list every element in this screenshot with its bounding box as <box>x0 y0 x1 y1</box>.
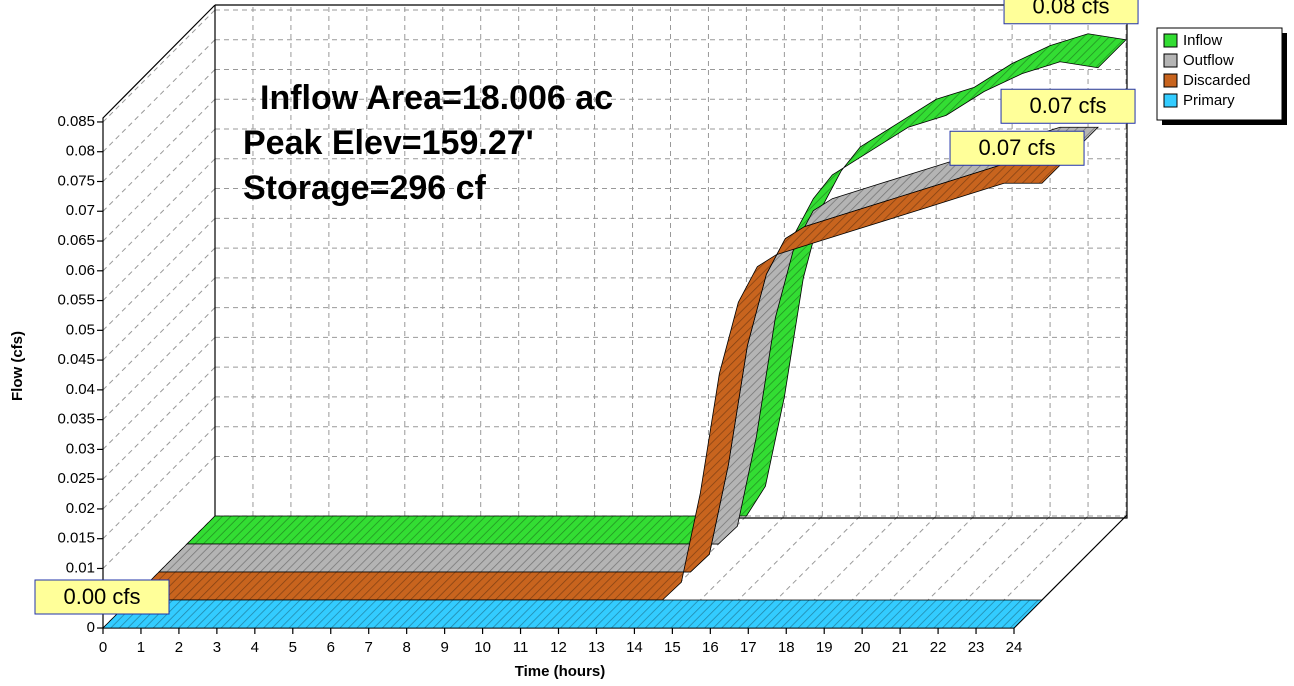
x-tick-label: 3 <box>213 639 221 656</box>
legend-swatch <box>1163 33 1178 48</box>
peak-labels: 0.08 cfs 0.07 cfs 0.07 cfs 0.00 cfs <box>34 0 1139 615</box>
y-tick-label: 0.05 <box>66 321 95 338</box>
x-tick-label: 4 <box>251 639 259 656</box>
y-tick-label: 0.02 <box>66 500 95 517</box>
y-tick-label: 0.015 <box>57 530 95 547</box>
x-tick-label: 15 <box>664 639 681 656</box>
x-tick-label: 2 <box>175 639 183 656</box>
x-tick-label: 21 <box>892 639 909 656</box>
legend-label: Inflow <box>1183 32 1222 49</box>
y-tick-label: 0 <box>87 619 95 636</box>
peak-label: 0.00 cfs <box>63 584 140 609</box>
grid-line <box>102 247 216 361</box>
legend-label: Primary <box>1183 92 1235 109</box>
annotation: Peak Elev=159.27' <box>243 124 534 162</box>
grid-line <box>102 426 216 540</box>
legend-label: Outflow <box>1183 52 1234 69</box>
ribbon-hatch <box>103 600 1042 628</box>
back-wall <box>214 4 1128 519</box>
x-tick-label: 13 <box>588 639 605 656</box>
y-tick-label: 0.025 <box>57 470 95 487</box>
grid-line <box>102 9 216 123</box>
x-tick-label: 7 <box>365 639 373 656</box>
grid-line <box>102 217 216 331</box>
x-tick-label: 12 <box>550 639 567 656</box>
left-wall <box>102 4 216 628</box>
grid-line <box>102 98 216 212</box>
y-tick-label: 0.045 <box>57 351 95 368</box>
x-tick-label: 0 <box>99 639 107 656</box>
x-tick-label: 8 <box>402 639 410 656</box>
legend-entries: Inflow Outflow Discarded Primary <box>1163 32 1251 109</box>
x-tick-label: 18 <box>778 639 795 656</box>
peak-label-box <box>34 579 170 615</box>
grid-line <box>102 188 216 301</box>
peak-label: 0.07 cfs <box>1030 93 1107 118</box>
x-tick-label: 22 <box>930 639 947 656</box>
y-tick-label: 0.04 <box>66 381 95 398</box>
y-tick-label: 0.075 <box>57 172 95 189</box>
y-tick-label: 0.07 <box>66 202 95 219</box>
ticks: 0 0.01 0.015 0.02 0.025 0.03 0.035 0.04 0.045 0.0… <box>57 113 1022 656</box>
x-tick-label: 10 <box>474 639 491 656</box>
legend <box>1156 27 1283 121</box>
grid-line <box>102 366 216 480</box>
x-axis-label: Time (hours) <box>515 663 606 680</box>
grid-line <box>102 277 216 391</box>
y-tick-label: 0.065 <box>57 232 95 249</box>
x-tick-label: 16 <box>702 639 719 656</box>
x-tick-label: 14 <box>626 639 643 656</box>
x-tick-label: 20 <box>854 639 871 656</box>
peak-label-box <box>1003 0 1139 25</box>
grid-line <box>102 128 216 242</box>
series <box>102 33 1127 629</box>
peak-label-box <box>949 130 1085 166</box>
y-tick-label: 0.085 <box>57 113 95 130</box>
grid-line <box>102 396 216 510</box>
legend-swatch <box>1163 53 1178 68</box>
y-tick-label: 0.08 <box>66 143 95 160</box>
x-tick-label: 23 <box>968 639 985 656</box>
x-tick-label: 24 <box>1006 639 1023 656</box>
x-tick-label: 1 <box>137 639 145 656</box>
grid-line <box>102 307 216 420</box>
x-tick-label: 19 <box>816 639 833 656</box>
legend-swatch <box>1163 73 1178 88</box>
grid <box>102 4 1127 629</box>
grid-line <box>102 69 216 182</box>
y-tick-label: 0.035 <box>57 411 95 428</box>
peak-label: 0.08 cfs <box>1033 0 1110 19</box>
grid-line <box>102 39 216 153</box>
annotation: Storage=296 cf <box>243 169 487 207</box>
legend-label: Discarded <box>1183 72 1251 89</box>
x-tick-label: 11 <box>513 639 529 656</box>
x-tick-label: 9 <box>440 639 448 656</box>
grid-line <box>102 337 216 450</box>
grid-line <box>102 158 216 272</box>
legend-swatch <box>1163 93 1178 108</box>
y-axis-label: Flow (cfs) <box>9 331 26 401</box>
x-tick-label: 6 <box>327 639 335 656</box>
y-tick-label: 0.03 <box>66 440 95 457</box>
y-tick-label: 0.055 <box>57 292 95 309</box>
y-tick-label: 0.06 <box>66 262 95 279</box>
annotation: Inflow Area=18.006 ac <box>260 79 613 117</box>
peak-label-box <box>1000 88 1136 124</box>
peak-label: 0.07 cfs <box>979 135 1056 160</box>
y-tick-label: 0.01 <box>66 559 95 576</box>
x-tick-label: 5 <box>289 639 297 656</box>
x-tick-label: 17 <box>740 639 757 656</box>
